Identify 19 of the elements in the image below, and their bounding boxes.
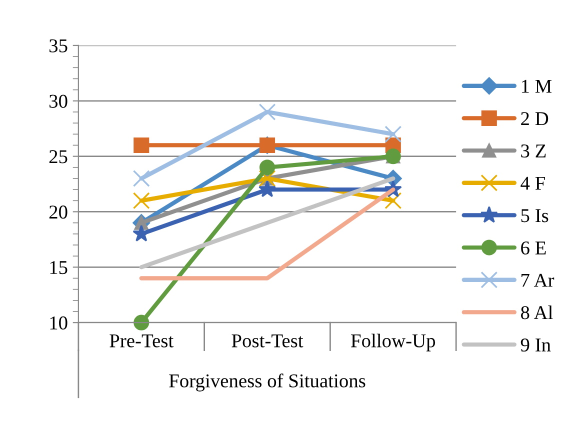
y-tick-label: 20 <box>49 206 68 219</box>
legend-label: 3 Z <box>521 144 546 158</box>
y-tick-label: 15 <box>50 261 68 274</box>
legend-label: 8 Al <box>520 306 553 320</box>
legend-label: 4 F <box>520 176 545 190</box>
y-tick-label: 35 <box>50 39 68 52</box>
legend-label: 2 D <box>521 112 548 126</box>
legend-label: 5 Is <box>521 209 548 222</box>
y-tick-label: 25 <box>49 150 68 164</box>
y-tick-label: 30 <box>50 94 68 108</box>
legend-label: 6 E <box>521 241 546 255</box>
x-tick-label: Pre-Test <box>110 334 174 348</box>
y-tick-label: 10 <box>50 316 68 330</box>
x-axis-title: Forgiveness of Situations <box>169 374 366 392</box>
legend-label: 1 M <box>522 80 552 93</box>
legend-label: 7 Ar <box>522 274 554 287</box>
legend-label: 9 In <box>520 338 551 352</box>
x-tick-label: Post-Test <box>232 334 304 348</box>
x-tick-label: Follow-Up <box>351 334 436 352</box>
